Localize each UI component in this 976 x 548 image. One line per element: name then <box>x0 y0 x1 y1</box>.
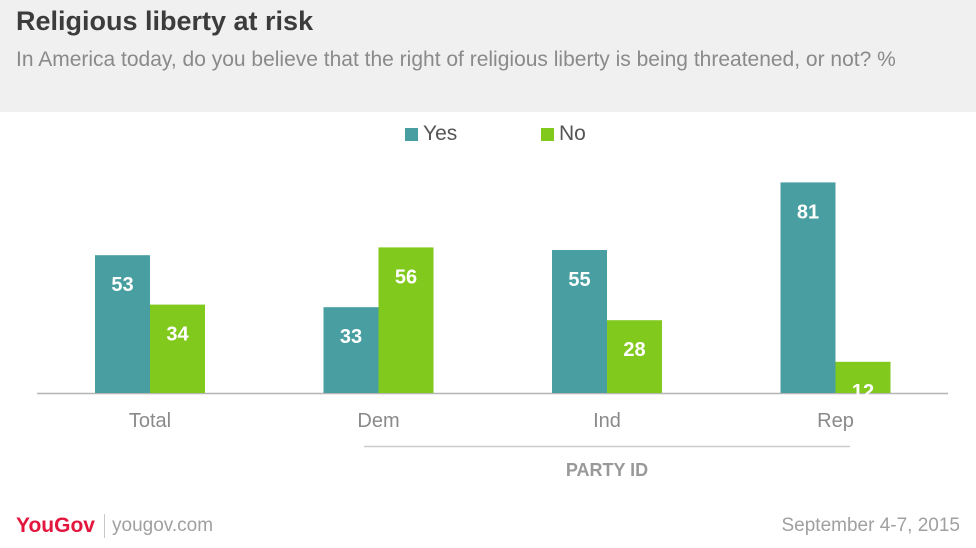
data-label-total-yes: 53 <box>111 274 133 296</box>
bar-total-yes <box>95 255 150 393</box>
legend-label-yes: Yes <box>423 122 458 145</box>
chart-title: Religious liberty at risk <box>16 6 314 36</box>
legend-item-no: No <box>541 122 586 146</box>
bar-ind-no <box>607 320 662 393</box>
footer-url: yougov.com <box>112 515 214 536</box>
data-label-rep-no: 12 <box>852 381 874 403</box>
bar-dem-yes <box>323 307 379 393</box>
legend-swatch-yes <box>405 127 418 141</box>
data-label-dem-yes: 33 <box>340 326 362 348</box>
data-label-total-no: 34 <box>166 324 189 346</box>
legend-label-no: No <box>559 122 586 145</box>
x-tick-label-ind: Ind <box>593 410 621 432</box>
footer-divider <box>104 514 105 538</box>
chart-subtitle: In America today, do you believe that th… <box>16 48 896 71</box>
footer-date: September 4-7, 2015 <box>781 515 960 536</box>
data-label-rep-yes: 81 <box>797 201 819 223</box>
x-tick-label-total: Total <box>129 410 171 432</box>
legend-item-yes: Yes <box>405 122 457 146</box>
data-label-ind-no: 28 <box>623 339 645 361</box>
bar-ind-yes <box>552 250 607 393</box>
yougov-logo: YouGov <box>16 514 95 537</box>
data-label-ind-yes: 55 <box>568 269 590 291</box>
bar-rep-no <box>835 361 891 393</box>
bar-rep-yes <box>780 182 836 393</box>
legend-swatch-no <box>541 127 554 141</box>
bar-dem-no <box>378 247 434 393</box>
x-tick-label-dem: Dem <box>357 410 399 432</box>
party-id-group-label: PARTY ID <box>566 460 648 480</box>
x-tick-label-rep: Rep <box>817 410 854 432</box>
chart-header: Religious liberty at risk In America tod… <box>0 0 976 112</box>
bar-total-no <box>150 304 205 393</box>
data-label-dem-no: 56 <box>395 266 417 288</box>
legend: Yes No <box>0 122 976 148</box>
